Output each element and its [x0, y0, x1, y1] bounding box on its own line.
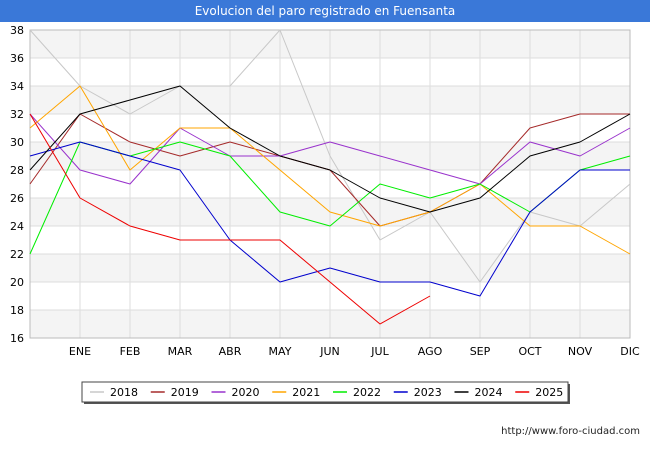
- y-tick-label: 26: [10, 192, 24, 205]
- y-tick-label: 18: [10, 304, 24, 317]
- x-tick-label: MAR: [168, 345, 193, 358]
- legend-label-2018: 2018: [110, 386, 138, 399]
- series-lines: [29, 29, 631, 325]
- series-line-2024: [29, 85, 631, 213]
- x-tick-label: ENE: [69, 345, 91, 358]
- chart-title: Evolucion del paro registrado en Fuensan…: [0, 0, 650, 22]
- footer-url: http://www.foro-ciudad.com: [501, 426, 640, 437]
- y-tick-label: 38: [10, 24, 24, 37]
- legend-label-2021: 2021: [292, 386, 320, 399]
- series-line-2020: [29, 113, 631, 185]
- x-tick-label: JUN: [319, 345, 340, 358]
- y-tick-label: 16: [10, 332, 24, 345]
- legend-label-2024: 2024: [475, 386, 503, 399]
- legend-label-2022: 2022: [353, 386, 381, 399]
- y-tick-label: 24: [10, 220, 24, 233]
- y-tick-label: 36: [10, 52, 24, 65]
- y-tick-label: 28: [10, 164, 24, 177]
- series-line-2021: [29, 85, 631, 255]
- x-tick-labels: ENE FEB MAR ABR MAY JUN JUL AGO SEP OCT NOV DIC: [69, 345, 640, 358]
- x-tick-label: ABR: [219, 345, 242, 358]
- legend-label-2020: 2020: [232, 386, 260, 399]
- legend: 2018 2019 2020 2021 2022 2023 2024 2025: [81, 381, 570, 404]
- y-tick-label: 34: [10, 80, 24, 93]
- y-tick-label: 30: [10, 136, 24, 149]
- y-tick-labels: 16 18 20 22 24 26 28 30 32 34 36 38: [10, 24, 24, 345]
- legend-label-2023: 2023: [414, 386, 442, 399]
- y-tick-label: 22: [10, 248, 24, 261]
- x-tick-label: DIC: [620, 345, 640, 358]
- y-tick-label: 20: [10, 276, 24, 289]
- y-tick-label: 32: [10, 108, 24, 121]
- x-tick-label: JUL: [370, 345, 389, 358]
- x-tick-label: NOV: [568, 345, 593, 358]
- series-line-2025: [29, 113, 431, 325]
- x-tick-label: FEB: [120, 345, 141, 358]
- series-line-2023: [29, 141, 630, 297]
- legend-box: [81, 381, 569, 403]
- legend-label-2025: 2025: [535, 386, 563, 399]
- legend-label-2019: 2019: [171, 386, 199, 399]
- x-tick-label: MAY: [269, 345, 292, 358]
- x-tick-label: OCT: [518, 345, 541, 358]
- x-tick-label: AGO: [418, 345, 443, 358]
- x-tick-label: SEP: [470, 345, 491, 358]
